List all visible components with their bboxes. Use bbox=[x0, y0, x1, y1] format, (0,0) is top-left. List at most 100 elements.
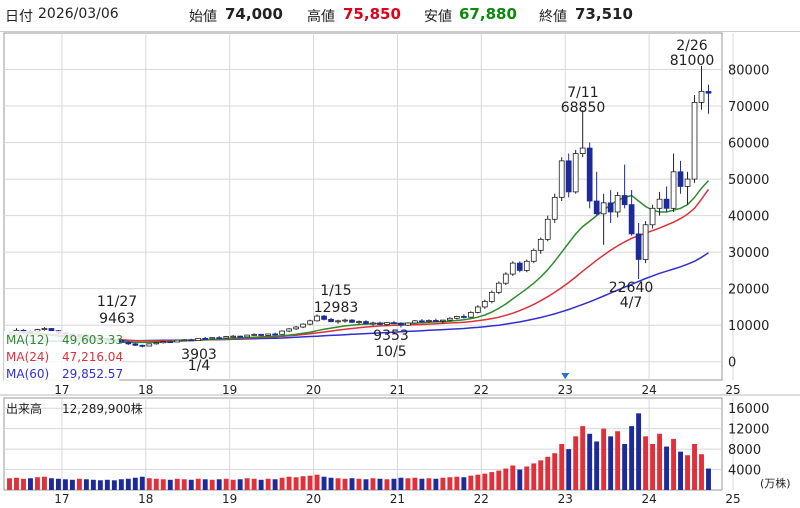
period-marker-icon bbox=[561, 373, 570, 379]
volume-bar bbox=[664, 446, 670, 490]
volume-bar bbox=[559, 444, 565, 490]
volume-bar bbox=[692, 444, 697, 490]
volume-bar bbox=[48, 478, 54, 490]
candle-body bbox=[209, 337, 216, 340]
candle-body bbox=[495, 282, 502, 293]
volume-bar bbox=[328, 477, 334, 490]
x-tick-label-volume: 18 bbox=[138, 492, 153, 506]
annotation-value: 22640 bbox=[609, 280, 654, 296]
volume-bar bbox=[643, 436, 649, 490]
annotation-date: 7/11 bbox=[567, 85, 598, 101]
candle-body bbox=[300, 323, 306, 328]
date-label: 日付 bbox=[5, 9, 33, 25]
volume-bar bbox=[202, 479, 208, 490]
price-tick-label: 0 bbox=[728, 356, 736, 371]
volume-bar bbox=[671, 438, 677, 490]
candle-body bbox=[412, 320, 418, 324]
volume-bar bbox=[447, 477, 453, 490]
volume-bar bbox=[139, 476, 145, 490]
volume-bar bbox=[405, 478, 411, 490]
low-label: 安値 bbox=[424, 9, 452, 25]
volume-value: 12,289,900株 bbox=[62, 401, 143, 416]
candle-body bbox=[628, 204, 635, 235]
candle-body bbox=[335, 320, 341, 323]
legend-ma12-label: MA(12) bbox=[6, 333, 49, 347]
candle-body bbox=[41, 328, 48, 330]
legend-ma60-value: 29,852.57 bbox=[62, 367, 123, 381]
candle-body bbox=[258, 333, 264, 336]
volume-bar bbox=[90, 479, 96, 490]
candle-body bbox=[649, 207, 656, 226]
volume-bar bbox=[538, 460, 544, 490]
candle-body bbox=[684, 178, 691, 187]
candle-body bbox=[419, 320, 425, 323]
candle-body bbox=[244, 334, 251, 338]
volume-bar bbox=[209, 479, 215, 490]
price-tick-label: 80000 bbox=[728, 64, 769, 79]
ohlc-header: 日付 2026/03/06 始値 74,000 高値 75,850 安値 67,… bbox=[0, 0, 800, 32]
candle-body bbox=[474, 306, 481, 313]
x-tick-label: 24 bbox=[641, 383, 656, 397]
volume-bar bbox=[307, 475, 313, 490]
volume-bar bbox=[622, 444, 628, 490]
volume-tick-label: 12000 bbox=[728, 423, 769, 438]
axes: 0 10000 20000 30000 40000 50000 60000 70000 8000… bbox=[54, 64, 769, 506]
volume-bar bbox=[160, 479, 166, 490]
x-tick-label-volume: 24 bbox=[641, 492, 656, 506]
annotation-value: 9463 bbox=[99, 311, 135, 327]
candle-body bbox=[188, 339, 195, 342]
volume-bar bbox=[685, 455, 690, 490]
volume-bar bbox=[433, 478, 439, 490]
candle-body bbox=[272, 333, 278, 336]
annotation-value: 68850 bbox=[561, 100, 606, 116]
high-value: 75,850 bbox=[343, 5, 401, 23]
volume-bar bbox=[300, 476, 306, 490]
x-tick-label: 19 bbox=[222, 383, 237, 397]
volume-legend: 出来高 12,289,900株 bbox=[6, 401, 143, 416]
candle-body bbox=[279, 330, 285, 335]
candle-body bbox=[705, 91, 712, 94]
candle-body bbox=[293, 326, 299, 330]
candle-body bbox=[230, 335, 237, 338]
candle-body bbox=[160, 341, 167, 344]
candle-body bbox=[237, 335, 244, 338]
candle-body bbox=[391, 322, 397, 325]
x-tick-label: 18 bbox=[138, 383, 153, 397]
volume-bar bbox=[636, 413, 642, 490]
volume-bar bbox=[279, 477, 285, 490]
volume-bar bbox=[342, 478, 348, 490]
annotation-date: 1/15 bbox=[320, 283, 351, 299]
volume-tick-label: 16000 bbox=[728, 402, 769, 417]
volume-bar bbox=[125, 478, 131, 490]
candle-body bbox=[579, 147, 586, 154]
price-panel-frame bbox=[3, 32, 723, 381]
volume-bar bbox=[223, 478, 229, 490]
annotation-date: 11/27 bbox=[97, 294, 137, 310]
x-tick-label: 23 bbox=[558, 383, 573, 397]
volume-bar bbox=[188, 479, 194, 490]
volume-bar bbox=[258, 479, 264, 490]
candle-body bbox=[181, 339, 188, 342]
volume-bar bbox=[678, 451, 683, 490]
candle-body bbox=[530, 249, 537, 262]
volume-bar bbox=[615, 431, 621, 490]
volume-bar bbox=[286, 476, 292, 490]
candle-body bbox=[384, 322, 390, 325]
grid bbox=[0, 32, 800, 491]
volume-bar bbox=[321, 476, 327, 490]
price-tick-label: 70000 bbox=[728, 100, 769, 115]
volume-bar bbox=[440, 477, 446, 490]
legend-ma12-value: 49,603.33 bbox=[62, 333, 123, 347]
annotation-date: 4/7 bbox=[620, 295, 643, 311]
candle-body bbox=[195, 337, 202, 341]
volume-panel-frame bbox=[3, 397, 723, 491]
x-tick-label: 21 bbox=[390, 383, 405, 397]
volume-bar bbox=[237, 479, 243, 490]
candle-body bbox=[558, 160, 565, 198]
ma-legend: MA(12) 49,603.33 MA(24) 47,216.04 MA(60)… bbox=[4, 331, 123, 382]
x-tick-label-volume: 25 bbox=[725, 492, 740, 506]
volume-bar bbox=[650, 444, 656, 490]
x-tick-label: 22 bbox=[474, 383, 489, 397]
volume-bar bbox=[608, 436, 614, 490]
